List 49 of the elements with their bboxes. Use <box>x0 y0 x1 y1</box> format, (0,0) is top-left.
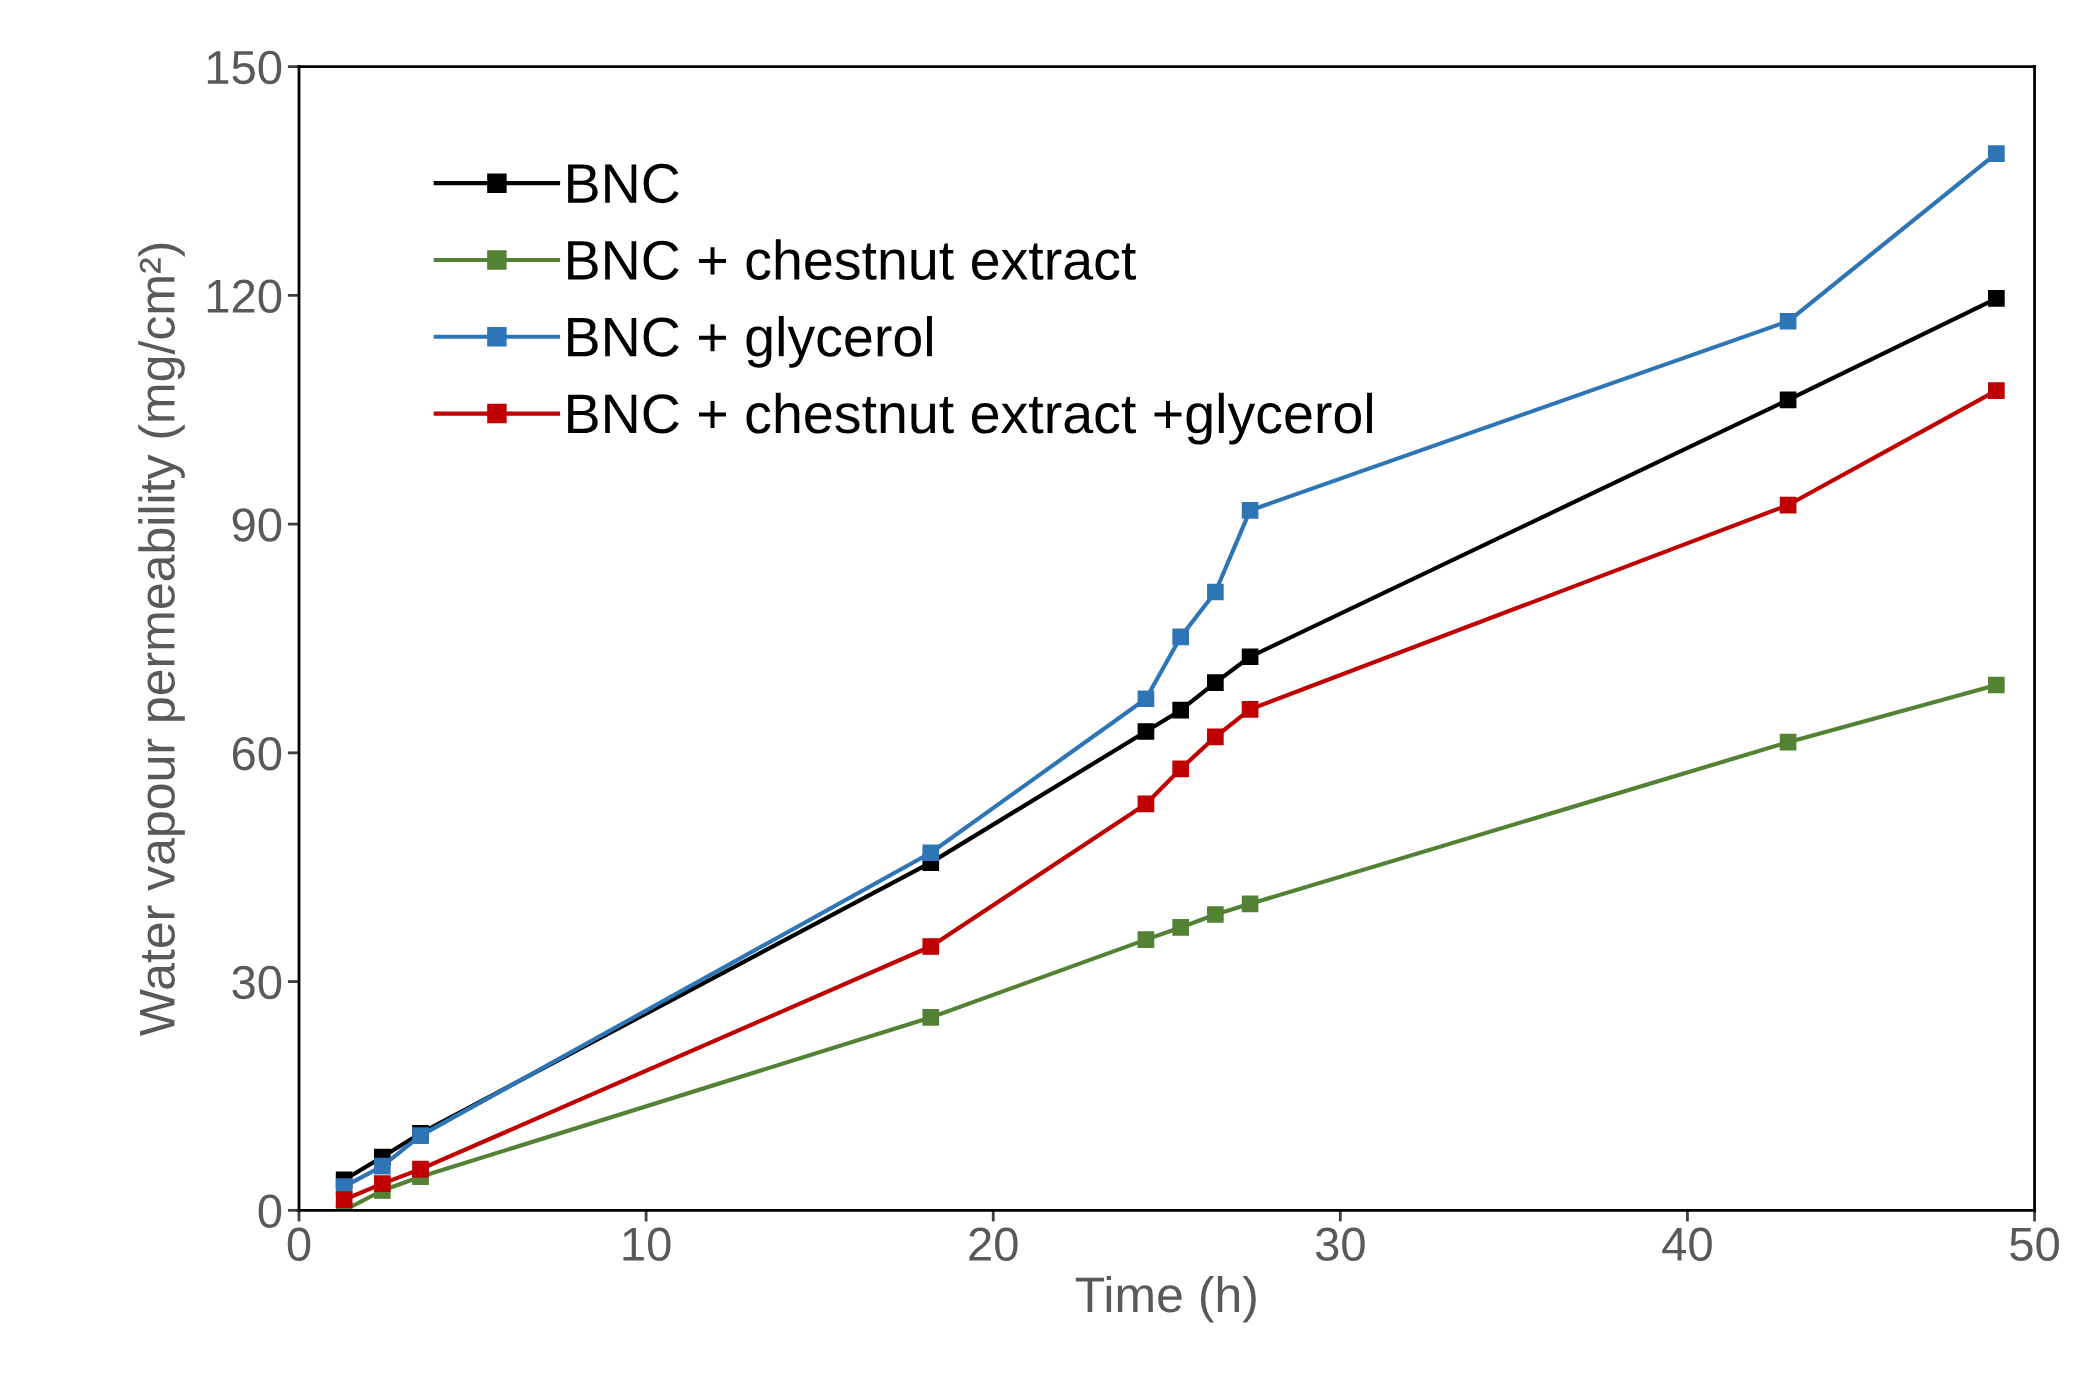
point <box>1988 382 2005 400</box>
point <box>1779 391 1797 409</box>
x-tick-label: 40 <box>1662 1227 1712 1261</box>
point <box>1137 795 1155 813</box>
point <box>1988 676 2005 694</box>
legend-label: BNC + chestnut extract +glycerol <box>568 392 1372 445</box>
point <box>922 1009 940 1026</box>
x-tick-label: 50 <box>2010 1227 2059 1261</box>
point <box>1779 733 1797 751</box>
point <box>922 844 940 862</box>
point <box>1241 895 1259 913</box>
legend-label: BNC + chestnut extract <box>568 239 1136 280</box>
point <box>1779 312 1797 330</box>
x-tick-label: 0 <box>287 1227 311 1261</box>
point <box>412 1160 429 1178</box>
y-tick-label: 0 <box>258 1194 282 1228</box>
legend-label: BNC <box>568 163 679 204</box>
point <box>373 1157 391 1175</box>
point <box>1172 701 1189 719</box>
x-tick-label: 20 <box>969 1227 1018 1261</box>
point <box>1241 648 1259 666</box>
point <box>1172 760 1189 778</box>
point <box>1241 502 1259 519</box>
point <box>1172 919 1189 936</box>
point <box>1207 583 1224 601</box>
x-axis-title: Time (h) <box>1075 1275 1256 1323</box>
y-tick-label: 90 <box>232 508 282 542</box>
point <box>1207 906 1224 923</box>
point <box>1137 690 1155 708</box>
point <box>373 1175 391 1192</box>
point <box>1988 145 2005 162</box>
point <box>1988 290 2005 307</box>
x-tick-label: 30 <box>1315 1227 1365 1261</box>
x-tick-label: 10 <box>623 1227 671 1261</box>
y-tick-label: 60 <box>232 736 282 771</box>
y-tick-label: 30 <box>232 965 282 1000</box>
point <box>1137 723 1155 740</box>
point <box>1172 628 1189 646</box>
point <box>922 938 940 955</box>
point <box>1207 728 1224 746</box>
point <box>1779 496 1797 514</box>
legend-label: BNC + glycerol <box>568 315 932 368</box>
point <box>1137 931 1155 948</box>
y-tick-label: 150 <box>207 50 282 85</box>
point <box>1241 701 1259 718</box>
y-axis-title: Water vapour permeability (mg/cm²) <box>138 243 185 1036</box>
point <box>335 1191 353 1208</box>
y-tick-label: 120 <box>207 279 282 313</box>
point <box>1207 674 1224 692</box>
